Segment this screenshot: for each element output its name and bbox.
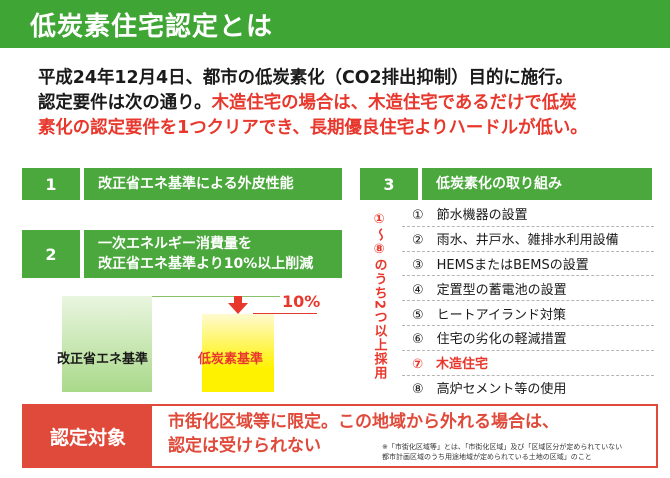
list-item: ① 節水機器の設置 (402, 202, 654, 227)
header-banner: 低炭素住宅認定とは (0, 0, 670, 48)
target-box: 認定対象 市街化区域等に限定。この地域から外れる場合は、 認定は受けられない ※… (22, 404, 658, 468)
list-item: ⑥ 住宅の劣化の軽減措置 (402, 326, 654, 351)
intro-text: 平成24年12月4日、都市の低炭素化（CO2排出抑制）目的に施行。 認定要件は次… (38, 66, 658, 141)
target-footnote-line-2: 都市計画区域のうち用途地域が定められている土地の区域」のこと (382, 453, 592, 461)
bar-low-carbon-standard-label: 低炭素基準 (198, 352, 264, 367)
list-item: ② 雨水、井戸水、雑排水利用設備 (402, 227, 654, 252)
target-footnote: ※「市街化区域等」とは、「市街化区域」及び「区域区分が定められていない 都市計画… (382, 442, 622, 462)
bar-reference-line (152, 296, 280, 297)
section-1-number: 1 (22, 168, 80, 200)
section-3-label: 低炭素化の取り組み (422, 168, 652, 200)
page-title: 低炭素住宅認定とは (30, 12, 274, 42)
section-3-side-note: ①～⑧のうち2つ以上採用 (360, 206, 398, 386)
target-footnote-line-1: ※「市街化区域等」とは、「市街化区域」及び「区域区分が定められていない (382, 443, 623, 451)
intro-line-2: 認定要件は次の通り。木造住宅の場合は、木造住宅であるだけで低炭 (38, 91, 658, 116)
side-note-text: ①～⑧のうち2つ以上採用 (371, 211, 387, 381)
intro-line-2-red: 木造住宅の場合は、木造住宅であるだけで低炭 (211, 93, 577, 113)
section-2-number: 2 (22, 230, 80, 278)
section-1-label: 改正省エネ基準による外皮性能 (84, 168, 342, 200)
list-item: ④ 定置型の蓄電池の設置 (402, 276, 654, 302)
section-2-label: 一次エネルギー消費量を 改正省エネ基準より10%以上削減 (84, 230, 342, 278)
section-2-label-line-1: 一次エネルギー消費量を (98, 236, 252, 252)
list-item: ③ HEMSまたはBEMSの設置 (402, 252, 654, 277)
intro-line-3: 素化の認定要件を1つクリアでき、長期優良住宅よりハードルが低い。 (38, 118, 588, 138)
reduction-line (253, 313, 317, 314)
bar-current-standard (62, 296, 152, 392)
target-text-line-2: 認定は受けられない (168, 436, 321, 456)
reduction-percent: 10% (282, 292, 321, 311)
list-item: ⑤ ヒートアイランド対策 (402, 301, 654, 326)
list-item: ⑧ 高炉セメント等の使用 (412, 382, 567, 398)
down-arrow-icon (228, 296, 248, 314)
list-item-highlighted: ⑦ 木造住宅 (402, 351, 654, 376)
bar-current-standard-label: 改正省エネ基準 (57, 352, 149, 367)
section-3-number: 3 (360, 168, 418, 200)
intro-line-2-plain: 認定要件は次の通り。 (38, 93, 212, 113)
target-text-line-1: 市街化区域等に限定。この地域から外れる場合は、 (168, 412, 559, 432)
measures-list: ① 節水機器の設置 ② 雨水、井戸水、雑排水利用設備 ③ HEMSまたはBEMS… (402, 202, 654, 400)
target-text: 市街化区域等に限定。この地域から外れる場合は、 認定は受けられない (168, 410, 559, 458)
bar-low-carbon-standard (202, 314, 274, 392)
section-2-label-line-2: 改正省エネ基準より10%以上削減 (98, 256, 314, 272)
intro-line-1: 平成24年12月4日、都市の低炭素化（CO2排出抑制）目的に施行。 (38, 68, 573, 88)
target-label: 認定対象 (24, 406, 152, 466)
